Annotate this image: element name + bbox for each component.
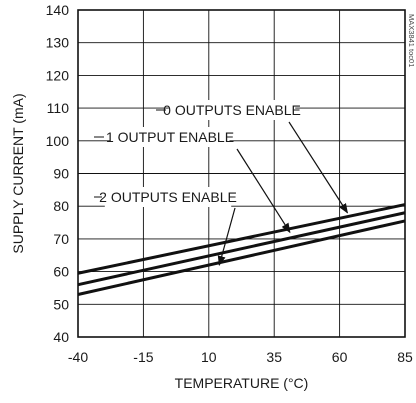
y-tick-label: 70 bbox=[53, 231, 69, 247]
annotation-arrow bbox=[288, 121, 348, 214]
annotation-label: 0 OUTPUTS ENABLE bbox=[163, 102, 301, 118]
y-tick-label: 100 bbox=[46, 133, 70, 149]
x-tick-label: -40 bbox=[68, 349, 88, 365]
plot-frame bbox=[77, 9, 406, 338]
annotation-label: 2 OUTPUTS ENABLE bbox=[99, 189, 237, 205]
y-tick-label: 120 bbox=[46, 67, 70, 83]
y-tick-label: 50 bbox=[53, 296, 69, 312]
tick-labels: -40 -15 10 35 60 85 40 50 60 70 80 90 100 110 120 130 14… bbox=[46, 2, 413, 365]
y-tick-label: 60 bbox=[53, 264, 69, 280]
series-lines bbox=[77, 203, 406, 296]
x-tick-label: 85 bbox=[397, 349, 413, 365]
series-line-2-outputs bbox=[77, 219, 406, 296]
x-tick-label: 60 bbox=[332, 349, 348, 365]
x-tick-label: 35 bbox=[266, 349, 282, 365]
annotation-label-bg bbox=[168, 100, 296, 120]
series-line-0-outputs bbox=[77, 203, 406, 275]
annotations: 0 OUTPUTS ENABLE 1 OUTPUT ENABLE 2 OUTPUTS… bbox=[94, 100, 348, 267]
y-axis-title: SUPPLY CURRENT (mA) bbox=[10, 93, 26, 253]
annotation-label-bg bbox=[104, 187, 232, 207]
annotation-2-outputs: 2 OUTPUTS ENABLE bbox=[94, 187, 237, 267]
x-tick-label: -15 bbox=[133, 349, 153, 365]
annotation-arrow bbox=[217, 207, 236, 267]
y-tick-label: 40 bbox=[53, 329, 69, 345]
annotation-0-outputs: 0 OUTPUTS ENABLE bbox=[156, 100, 348, 214]
annotation-1-output: 1 OUTPUT ENABLE bbox=[94, 127, 291, 234]
y-tick-label: 140 bbox=[46, 2, 70, 18]
y-tick-label: 90 bbox=[53, 166, 69, 182]
annotation-label: 1 OUTPUT ENABLE bbox=[106, 129, 234, 145]
series-line-1-output bbox=[77, 211, 406, 287]
y-tick-label: 80 bbox=[53, 198, 69, 214]
annotation-arrow bbox=[236, 148, 291, 234]
y-tick-label: 110 bbox=[47, 100, 70, 116]
figure-id-watermark: MAX3841 toc01 bbox=[407, 14, 416, 67]
x-tick-label: 10 bbox=[201, 349, 217, 365]
annotation-label-bg bbox=[110, 127, 230, 147]
x-axis-title: TEMPERATURE (°C) bbox=[175, 375, 309, 391]
y-tick-label: 130 bbox=[46, 35, 70, 51]
grid bbox=[78, 10, 405, 337]
